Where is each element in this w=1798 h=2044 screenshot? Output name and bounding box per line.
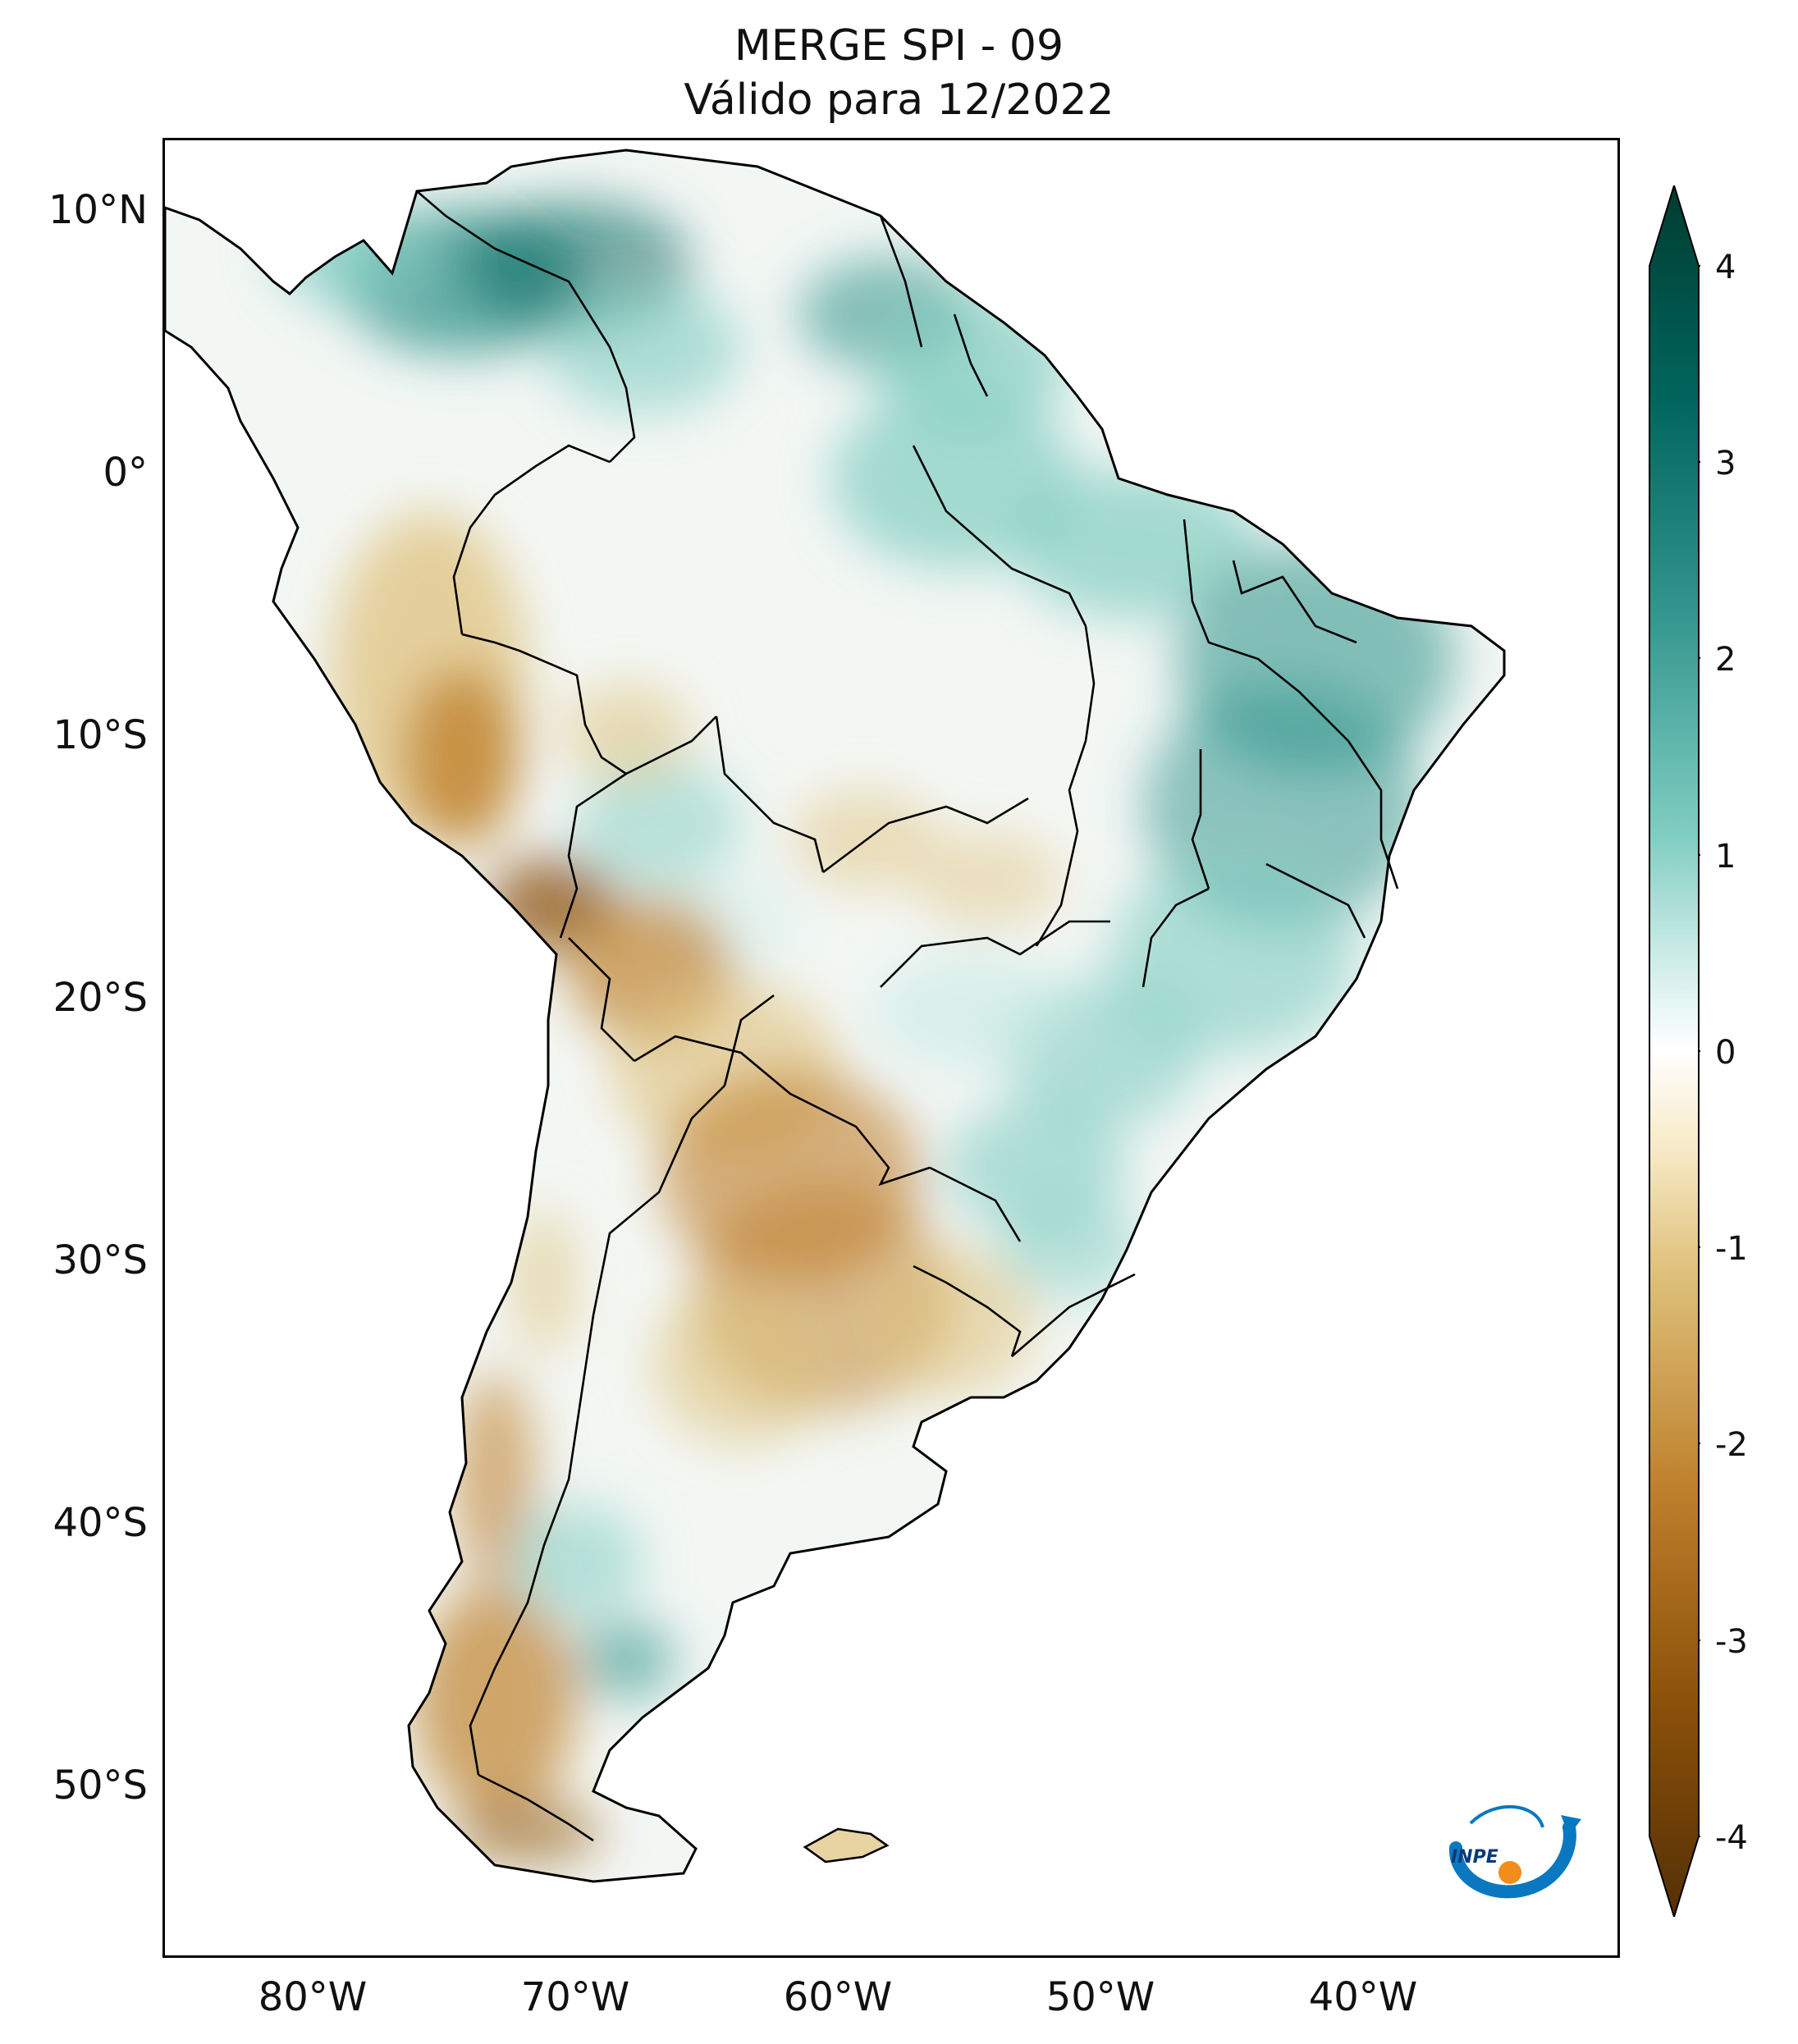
lon-label-60w: 60°W	[783, 1974, 893, 2020]
inpe-logo-icon: INPE	[1449, 1805, 1581, 1899]
border-line	[1265, 862, 1366, 939]
colorbar	[1649, 185, 1700, 1917]
border-line	[912, 445, 1087, 627]
border-line	[461, 633, 627, 775]
border-line	[913, 1264, 1022, 1357]
border-line	[1232, 560, 1357, 644]
map-area	[162, 138, 1620, 1958]
lat-label-50s: 50°S	[53, 1763, 148, 1809]
map-subtitle: Válido para 12/2022	[684, 75, 1114, 125]
political-borders	[416, 190, 1399, 1842]
lon-label-40w: 40°W	[1308, 1974, 1418, 2020]
falkland-islands	[803, 1827, 890, 1863]
coastline	[165, 149, 1506, 1883]
border-line	[568, 937, 635, 1062]
colorbar-tick-4: 4	[1715, 249, 1736, 286]
lon-label-80w: 80°W	[258, 1974, 368, 2020]
border-line	[879, 215, 923, 348]
south-america-spi-map	[165, 149, 1506, 1883]
map-title: MERGE SPI - 09	[734, 21, 1064, 71]
border-line	[634, 1035, 931, 1187]
border-line	[1347, 740, 1399, 889]
colorbar-tick-2: 2	[1715, 641, 1736, 679]
border-line	[1191, 749, 1210, 889]
border-line	[1035, 625, 1096, 947]
colorbar-tick-minus4: -4	[1715, 1819, 1748, 1857]
colorbar-gradient	[1649, 185, 1700, 1917]
lat-label-40s: 40°S	[53, 1500, 148, 1546]
border-line	[723, 994, 775, 1086]
lon-label-50w: 50°W	[1045, 1974, 1155, 2020]
lat-label-10n: 10°N	[48, 187, 148, 233]
border-line	[559, 772, 627, 939]
spi-field	[165, 150, 1504, 1882]
colorbar-tick-1: 1	[1715, 838, 1736, 876]
lon-label-70w: 70°W	[520, 1974, 630, 2020]
border-line	[452, 444, 611, 635]
colorbar-tick-0: 0	[1715, 1034, 1736, 1072]
lat-label-20s: 20°S	[53, 975, 148, 1021]
colorbar-tick-minus2: -2	[1715, 1426, 1748, 1464]
border-line	[1183, 519, 1349, 742]
border-line	[478, 1773, 594, 1842]
border-line	[929, 1166, 1022, 1242]
border-line	[822, 797, 1029, 874]
border-line	[416, 190, 636, 463]
colorbar-tick-minus3: -3	[1715, 1623, 1748, 1661]
border-line	[715, 716, 825, 873]
lat-label-10s: 10°S	[53, 712, 148, 758]
border-line	[880, 920, 1110, 988]
colorbar-tick-3: 3	[1715, 445, 1736, 482]
border-line	[469, 1085, 725, 1776]
border-line	[953, 313, 989, 397]
border-line	[1011, 1273, 1136, 1357]
lat-label-0: 0°	[103, 450, 148, 496]
lat-label-30s: 30°S	[53, 1237, 148, 1283]
inpe-logo-text: INPE	[1451, 1847, 1498, 1868]
border-line	[625, 716, 717, 775]
border-line	[1141, 887, 1210, 988]
colorbar-tick-minus1: -1	[1715, 1230, 1748, 1268]
